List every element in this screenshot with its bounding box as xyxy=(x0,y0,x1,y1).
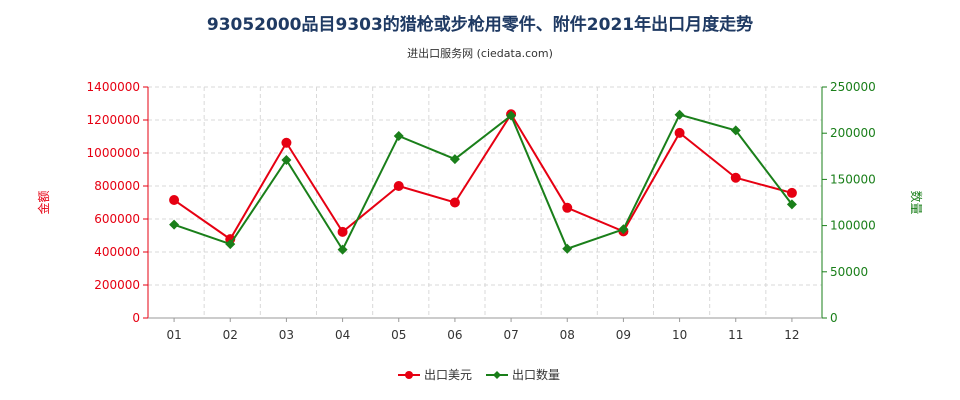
y-left-tick-label: 1200000 xyxy=(87,113,140,127)
series-point-1 xyxy=(393,181,404,191)
series-point-2 xyxy=(449,154,460,165)
x-tick-label: 10 xyxy=(672,328,687,342)
series-point-1 xyxy=(730,172,741,183)
x-tick-label: 03 xyxy=(279,328,294,342)
x-tick-label: 12 xyxy=(784,328,799,342)
series-point-1 xyxy=(786,187,797,198)
x-tick-label: 06 xyxy=(447,328,462,342)
x-tick-label: 11 xyxy=(728,328,743,342)
series-point-2 xyxy=(393,130,404,141)
y-right-tick-label: 150000 xyxy=(830,172,876,186)
legend-label-1: 出口美元 xyxy=(424,368,472,382)
y-axis-right-title: 数量 xyxy=(909,190,924,214)
y-left-tick-label: 1000000 xyxy=(87,146,140,160)
series-point-2 xyxy=(730,125,741,136)
chart-title: 93052000品目9303的猎枪或步枪用零件、附件2021年出口月度走势 xyxy=(206,15,754,35)
y-left-tick-label: 0 xyxy=(132,311,140,325)
series-point-2 xyxy=(618,224,629,235)
series-point-1 xyxy=(337,226,348,237)
series-point-2 xyxy=(281,154,292,165)
y-left-tick-label: 1400000 xyxy=(87,80,140,94)
series-point-2 xyxy=(169,219,180,230)
series-point-2 xyxy=(674,109,685,120)
y-left-tick-label: 800000 xyxy=(94,179,140,193)
y-right-tick-label: 0 xyxy=(830,311,838,325)
y-right-tick-label: 100000 xyxy=(830,219,876,233)
y-right-tick-label: 250000 xyxy=(830,80,876,94)
x-tick-label: 07 xyxy=(503,328,518,342)
x-tick-label: 01 xyxy=(166,328,181,342)
x-tick-label: 02 xyxy=(223,328,238,342)
series-point-2 xyxy=(225,239,236,250)
y-right-tick-label: 200000 xyxy=(830,126,876,140)
x-tick-label: 05 xyxy=(391,328,406,342)
y-right-tick-label: 50000 xyxy=(830,265,868,279)
series-point-2 xyxy=(506,110,517,121)
legend-marker-2 xyxy=(493,371,501,379)
y-left-tick-label: 600000 xyxy=(94,212,140,226)
series-point-1 xyxy=(449,197,460,208)
legend-marker-1 xyxy=(405,371,413,379)
y-left-tick-label: 400000 xyxy=(94,245,140,259)
x-tick-label: 09 xyxy=(616,328,631,342)
y-left-tick-label: 200000 xyxy=(94,278,140,292)
series-point-2 xyxy=(786,199,797,210)
series-point-2 xyxy=(337,244,348,255)
series-line-2 xyxy=(173,113,793,252)
x-tick-label: 04 xyxy=(335,328,350,342)
legend-label-2: 出口数量 xyxy=(512,367,560,382)
chart-subtitle: 进出口服务网 (ciedata.com) xyxy=(407,47,553,60)
y-axis-left-title: 金额 xyxy=(36,190,51,214)
series-line-1 xyxy=(173,112,793,241)
series-point-1 xyxy=(674,127,685,138)
series-point-1 xyxy=(281,137,292,148)
series-point-1 xyxy=(562,202,573,213)
series-point-1 xyxy=(169,195,180,206)
x-tick-label: 08 xyxy=(560,328,575,342)
series-point-2 xyxy=(562,243,573,254)
